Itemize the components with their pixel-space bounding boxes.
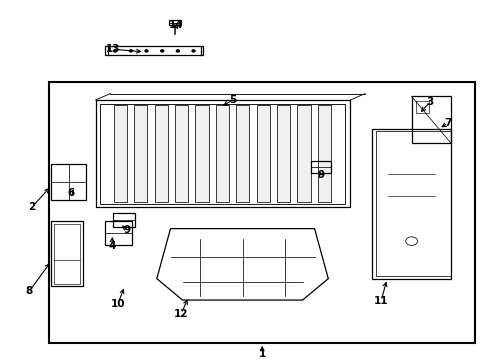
Bar xyxy=(372,129,451,279)
Text: 14: 14 xyxy=(169,20,184,30)
Circle shape xyxy=(114,50,117,52)
Circle shape xyxy=(176,50,179,52)
Circle shape xyxy=(161,50,164,52)
Bar xyxy=(196,105,209,202)
Bar xyxy=(169,20,181,25)
Bar xyxy=(154,105,168,202)
Circle shape xyxy=(145,50,148,52)
Text: 1: 1 xyxy=(259,349,266,359)
Bar xyxy=(54,224,80,284)
Bar xyxy=(412,96,451,143)
Bar xyxy=(51,221,83,286)
Text: 13: 13 xyxy=(105,44,120,54)
Text: 8: 8 xyxy=(26,286,33,296)
Text: 3: 3 xyxy=(427,97,434,107)
Text: 12: 12 xyxy=(174,309,189,319)
Bar xyxy=(216,105,229,202)
Bar xyxy=(113,212,135,227)
Bar xyxy=(175,105,188,202)
Text: 7: 7 xyxy=(444,118,452,128)
Bar xyxy=(318,105,331,202)
Bar xyxy=(96,100,350,207)
Text: 4: 4 xyxy=(108,242,116,252)
Circle shape xyxy=(192,50,195,52)
Bar xyxy=(257,105,270,202)
Text: 9: 9 xyxy=(318,170,324,180)
Circle shape xyxy=(129,50,132,52)
Bar xyxy=(311,161,331,173)
Bar xyxy=(134,105,147,202)
Text: 2: 2 xyxy=(28,202,35,212)
Text: 11: 11 xyxy=(374,296,389,306)
Bar xyxy=(49,82,475,343)
Bar xyxy=(105,221,132,245)
Bar xyxy=(416,101,429,113)
Bar xyxy=(376,131,451,276)
Bar xyxy=(297,105,311,202)
Text: 9: 9 xyxy=(124,225,131,235)
Text: 6: 6 xyxy=(68,188,74,198)
Text: 5: 5 xyxy=(229,95,236,105)
Bar xyxy=(277,105,290,202)
Bar xyxy=(114,105,127,202)
Bar xyxy=(51,164,86,200)
Bar xyxy=(105,46,203,55)
Text: 10: 10 xyxy=(110,300,125,309)
Bar xyxy=(236,105,249,202)
Bar xyxy=(100,104,345,204)
